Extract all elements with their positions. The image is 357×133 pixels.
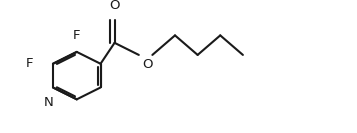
- Text: F: F: [73, 29, 81, 42]
- Text: F: F: [26, 57, 33, 70]
- Text: N: N: [44, 95, 54, 109]
- Text: O: O: [109, 0, 120, 12]
- Text: O: O: [142, 58, 153, 71]
